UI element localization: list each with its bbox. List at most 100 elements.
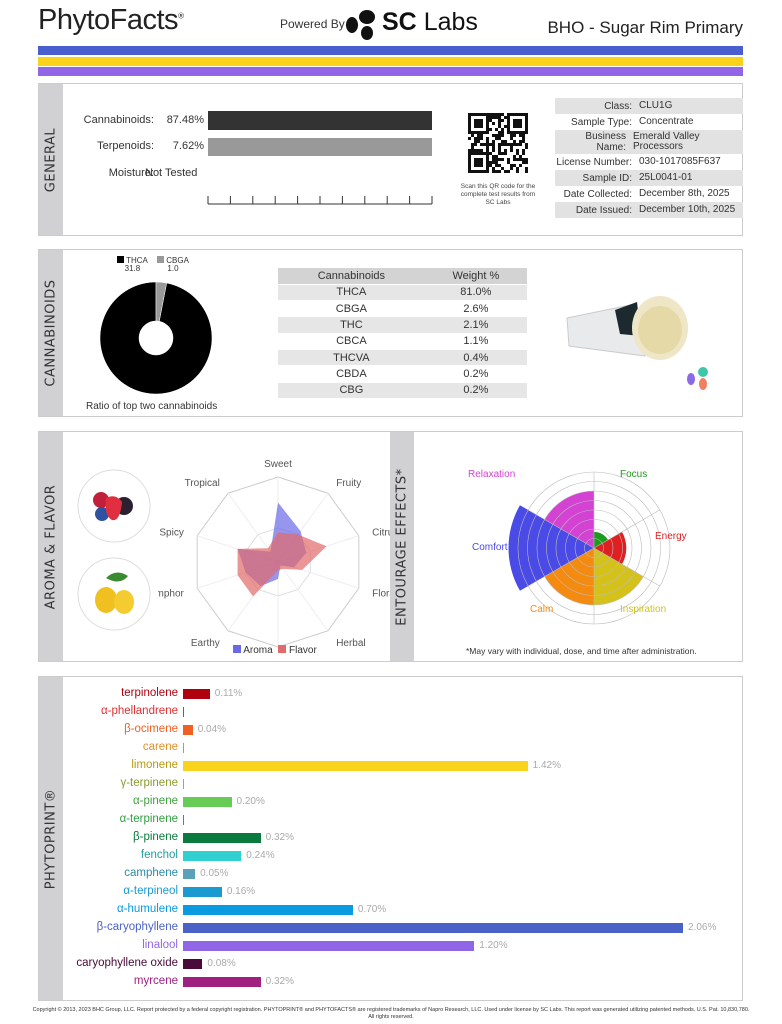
terpene-label: α-terpineol	[123, 885, 178, 897]
col-header-cannabinoid: Cannabinoids	[278, 268, 425, 285]
entourage-section-label: ENTOURAGE EFFECTS*	[390, 432, 414, 661]
terpene-bar	[183, 905, 353, 915]
terpene-label: γ-terpinene	[120, 777, 178, 789]
terpene-value: 0.24%	[246, 850, 275, 861]
terpene-bar	[183, 815, 185, 825]
terpene-bar	[183, 959, 203, 969]
terpene-label: camphene	[124, 867, 178, 879]
stripe-blue	[38, 46, 743, 55]
polar-spoke	[528, 509, 595, 549]
product-image	[566, 296, 708, 390]
terpene-label: fenchol	[140, 849, 178, 861]
effect-label-calm: Calm	[530, 604, 553, 615]
cannabinoid-row: THCVA 0.4%	[278, 349, 527, 367]
terpene-value: 0.70%	[357, 904, 387, 915]
terpene-label: α-phellandrene	[101, 705, 178, 717]
terpene-value: 0.05%	[200, 868, 229, 879]
cannabinoid-name: CBDA	[278, 365, 425, 383]
cannabinoid-row: CBG 0.2%	[278, 382, 527, 399]
terpene-value: 0.32%	[265, 832, 295, 843]
cannabinoids-label: Cannabinoids:	[83, 114, 154, 126]
effect-sector-energy	[594, 531, 627, 565]
cannabinoid-row: CBDA 0.2%	[278, 365, 527, 383]
info-value: December 10th, 2025	[639, 204, 736, 215]
terpene-label: terpinolene	[121, 687, 178, 699]
info-key: Date Issued:	[575, 204, 632, 216]
moisture-value: Not Tested	[145, 167, 198, 179]
cannabinoid-name: THCA	[278, 284, 425, 302]
info-value: CLU1G	[639, 100, 673, 111]
cannabinoid-name: THC	[278, 316, 425, 334]
cannabinoid-weight: 0.2%	[424, 382, 527, 399]
radar-axis-label: Herbal	[336, 638, 365, 649]
fruit-images	[77, 469, 151, 631]
info-key: Date Collected:	[563, 188, 632, 200]
cannabinoid-table: Cannabinoids Weight % THCA 81.0% CBGA 2.6% TH…	[278, 268, 527, 399]
terpene-value: 1.42%	[532, 760, 562, 771]
terpene-label: carene	[142, 741, 178, 753]
cannabinoid-name: THCVA	[278, 349, 425, 367]
aroma-flavor-radar-chart: SweetFruityCitrusyFloralHerbalPineyEarth…	[158, 459, 398, 649]
effect-sector-comfort	[508, 505, 594, 591]
effect-label-inspiration: Inspiration	[620, 604, 666, 615]
pie-caption: Ratio of top two cannabinoids	[86, 401, 218, 412]
info-key: Sample ID:	[582, 172, 632, 184]
terpene-value: 0.08%	[207, 958, 236, 969]
terpene-bar	[183, 941, 475, 951]
percent-axis	[207, 196, 433, 205]
terpene-label: caryophyllene oxide	[76, 957, 178, 969]
effect-label-focus: Focus	[620, 469, 647, 480]
radar-axis-label: Earthy	[191, 638, 220, 649]
terpene-value: 0.04%	[197, 724, 227, 735]
radar-axis-label: Sweet	[264, 459, 292, 470]
terpenoids-bar	[208, 138, 432, 156]
info-key: Business Name:	[585, 131, 626, 153]
stripe-purple	[38, 67, 743, 76]
cannabinoid-weight: 0.4%	[424, 349, 527, 367]
terpene-value: 0.20%	[236, 796, 265, 807]
info-row-class: Class: CLU1G	[555, 98, 743, 114]
terpene-value: 1.20%	[479, 940, 508, 951]
cannabinoid-weight: 2.6%	[424, 300, 527, 318]
terpene-label: myrcene	[133, 975, 178, 987]
radar-axis-label: Floral	[372, 589, 397, 600]
info-row-dateissued: Date Issued: December 10th, 2025	[555, 202, 743, 218]
info-key: License Number:	[556, 156, 632, 168]
effect-label-relaxation: Relaxation	[468, 469, 515, 480]
cannabinoid-weight: 2.1%	[424, 316, 527, 334]
sc-labs-wordmark: SC Labs	[382, 8, 478, 36]
sc-labs-logo-icon	[346, 10, 375, 40]
cannabinoid-weight: 0.2%	[424, 365, 527, 383]
terpene-bar	[183, 725, 193, 735]
cannabinoid-row: THC 2.1%	[278, 316, 527, 334]
radar-legend: Aroma Flavor	[233, 645, 317, 656]
cannabinoids-value: 87.48%	[166, 114, 204, 126]
cannabinoid-weight: 81.0%	[424, 284, 527, 302]
radar-axis-label: Spicy	[159, 527, 183, 538]
effect-sector-focus	[594, 531, 608, 548]
info-value: Emerald Valley Processors	[633, 131, 700, 152]
info-key: Sample Type:	[571, 116, 632, 128]
terpene-label: β-caryophyllene	[96, 921, 178, 933]
polar-spoke	[528, 547, 595, 587]
radar-axis-label: Fruity	[336, 478, 361, 489]
info-row-licensenumber: License Number: 030-1017085F637	[555, 154, 743, 170]
info-row-datecollected: Date Collected: December 8th, 2025	[555, 186, 743, 202]
cannabinoid-ratio-pie	[99, 281, 213, 395]
terpene-bar	[183, 743, 185, 753]
pie-slice-thca	[99, 281, 213, 395]
terpene-label: α-pinene	[132, 795, 178, 807]
terpene-label: β-pinene	[133, 831, 178, 843]
cannabinoid-name: CBCA	[278, 333, 425, 350]
terpene-label: limonene	[131, 759, 178, 771]
info-row-sampleid: Sample ID: 25L0041-01	[555, 170, 743, 186]
terpene-bar	[183, 689, 210, 699]
terpene-value: 0.11%	[214, 688, 243, 699]
terpene-value: 0.16%	[226, 886, 256, 897]
cannabinoid-row: CBGA 2.6%	[278, 300, 527, 318]
cannabinoids-section-label: CANNABINOIDS	[39, 250, 63, 416]
info-value: December 8th, 2025	[639, 188, 730, 199]
qr-code[interactable]	[468, 113, 528, 173]
product-title: BHO - Sugar Rim Primary	[547, 18, 743, 37]
footer-copyright: Copyright © 2013, 2023 BHC Group, LLC. R…	[32, 1007, 750, 1020]
